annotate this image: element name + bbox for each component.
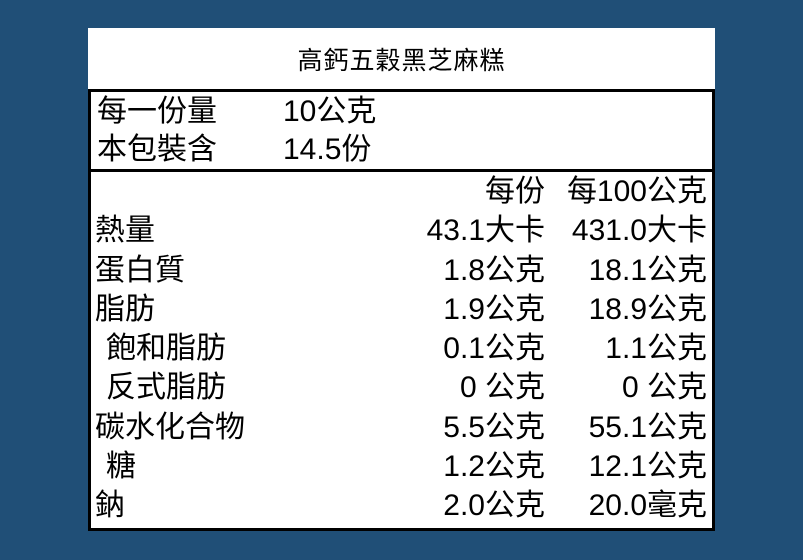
per-100g-value: 18.1公克 [588, 253, 707, 287]
nutrition-row-sodium: 鈉 2.0公克 20.0毫克 [91, 486, 712, 525]
nutrient-label: 蛋白質 [95, 253, 185, 287]
table-header-row: 每份 每100公克 [91, 172, 712, 211]
nutrition-row-carbohydrate: 碳水化合物 5.5公克 55.1公克 [91, 408, 712, 447]
serving-info-section: 每一份量 10公克 本包裝含 14.5份 [88, 89, 715, 172]
nutrient-label: 熱量 [95, 214, 155, 248]
nutrition-row-trans-fat: 反式脂肪 0 公克 0 公克 [91, 368, 712, 407]
per-100g-value: 18.9公克 [588, 292, 707, 326]
product-title: 高鈣五穀黑芝麻糕 [297, 45, 506, 75]
nutrient-label: 鈉 [95, 489, 125, 523]
per-100g-value: 20.0毫克 [588, 489, 707, 523]
table-header-spacer [91, 172, 397, 211]
serving-size-row: 每一份量 10公克 [97, 93, 706, 131]
servings-per-pack-label: 本包裝含 [97, 132, 217, 166]
nutrition-table: 每份 每100公克 熱量 43.1大卡 431.0大卡 蛋白質 1.8公克 18… [88, 169, 715, 531]
nutrition-row-protein: 蛋白質 1.8公克 18.1公克 [91, 251, 712, 290]
per-serving-value: 1.8公克 [443, 253, 545, 287]
per-serving-value: 0.1公克 [443, 332, 545, 366]
per-serving-value: 1.2公克 [443, 450, 545, 484]
nutrition-row-saturated-fat: 飽和脂肪 0.1公克 1.1公克 [91, 329, 712, 368]
column-header-per-100g: 每100公克 [566, 175, 707, 208]
nutrient-label: 糖 [106, 450, 136, 484]
servings-per-pack-value: 14.5份 [283, 132, 372, 166]
per-100g-value: 431.0大卡 [571, 214, 707, 248]
per-serving-value: 5.5公克 [443, 410, 545, 444]
nutrition-row-fat: 脂肪 1.9公克 18.9公克 [91, 290, 712, 329]
column-header-per-serving: 每份 [485, 175, 545, 208]
per-serving-value: 43.1大卡 [426, 214, 545, 248]
per-100g-value: 0 公克 [621, 371, 707, 405]
nutrient-label: 反式脂肪 [106, 371, 226, 405]
per-100g-value: 12.1公克 [588, 450, 707, 484]
per-serving-value: 0 公克 [459, 371, 545, 405]
per-100g-value: 1.1公克 [605, 332, 707, 366]
per-100g-value: 55.1公克 [588, 410, 707, 444]
nutrition-row-sugar: 糖 1.2公克 12.1公克 [91, 447, 712, 486]
nutrition-label: 高鈣五穀黑芝麻糕 每一份量 10公克 本包裝含 14.5份 每份 每100公克 … [88, 28, 715, 531]
nutrient-label: 脂肪 [95, 292, 155, 326]
nutrient-label: 飽和脂肪 [106, 332, 226, 366]
serving-size-value: 10公克 [283, 94, 377, 128]
nutrient-label: 碳水化合物 [95, 410, 245, 444]
serving-size-label: 每一份量 [97, 94, 217, 128]
per-serving-value: 2.0公克 [443, 489, 545, 523]
nutrition-row-calories: 熱量 43.1大卡 431.0大卡 [91, 211, 712, 250]
per-serving-value: 1.9公克 [443, 292, 545, 326]
servings-per-pack-row: 本包裝含 14.5份 [97, 131, 706, 169]
